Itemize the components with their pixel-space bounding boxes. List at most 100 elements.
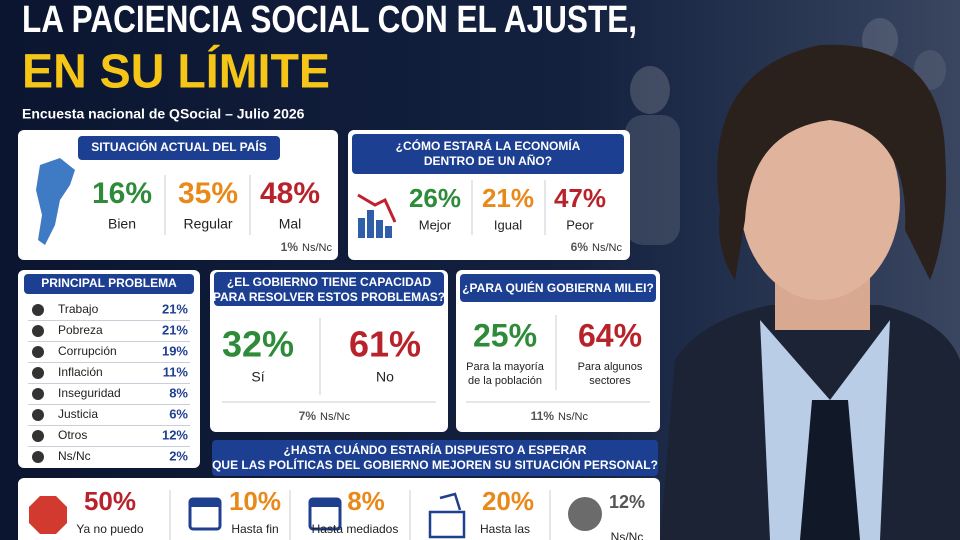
item-label: Hasta las <box>480 522 530 536</box>
row-value: 12% <box>162 427 188 442</box>
panel-title: SITUACIÓN ACTUAL DEL PAÍS <box>91 139 267 154</box>
ns-nc-value: 6% <box>571 240 589 254</box>
row-icon <box>32 451 44 463</box>
item-label: Sí <box>251 369 264 385</box>
panel-title: PRINCIPAL PROBLEMA <box>41 276 177 290</box>
row-label: Corrupción <box>58 344 117 358</box>
item-label: de la población <box>468 375 542 387</box>
panel-header <box>78 136 280 160</box>
item-label: Bien <box>108 216 136 232</box>
calendar-icon-top <box>190 499 220 507</box>
panel-header <box>24 274 194 294</box>
row-value: 21% <box>162 322 188 337</box>
subtitle: Encuesta nacional de QSocial – Julio 202… <box>22 106 305 122</box>
panel <box>210 270 448 432</box>
portrait <box>660 44 960 540</box>
ns-nc-value: 1% <box>281 240 299 254</box>
chart-icon <box>367 210 374 238</box>
row-icon <box>32 346 44 358</box>
item-label: Peor <box>566 217 594 232</box>
panel-title: ¿PARA QUIÉN GOBIERNA MILEI? <box>462 280 654 295</box>
item-label: Igual <box>494 217 522 232</box>
row-label: Justicia <box>58 407 98 421</box>
row-label: Ns/Nc <box>58 449 91 463</box>
panel-title: ¿HASTA CUÁNDO ESTARÍA DISPUESTO A ESPERA… <box>284 442 587 457</box>
item-label: Hasta fin <box>231 522 278 536</box>
percent: 50% <box>84 486 136 516</box>
ns-nc-label: Ns/Nc <box>320 411 350 423</box>
panel-header <box>460 274 656 302</box>
percent: 10% <box>229 486 281 516</box>
row-value: 6% <box>169 406 188 421</box>
row-icon <box>32 304 44 316</box>
panel <box>18 270 200 468</box>
row-icon <box>32 430 44 442</box>
percent: 26% <box>409 183 461 213</box>
item-label: No <box>376 369 394 385</box>
map-icon <box>36 158 75 245</box>
item-label: Mejor <box>419 217 452 232</box>
panel-title: QUE LAS POLÍTICAS DEL GOBIERNO MEJOREN S… <box>212 457 658 472</box>
ns-nc-value: 11% <box>531 409 555 423</box>
panel-header <box>212 440 658 476</box>
row-value: 8% <box>169 385 188 400</box>
question-icon <box>568 497 602 531</box>
panel-title: ¿EL GOBIERNO TIENE CAPACIDAD <box>227 275 432 289</box>
panel-title: ¿CÓMO ESTARÁ LA ECONOMÍA <box>396 138 581 153</box>
percent: 64% <box>578 317 642 353</box>
row-value: 11% <box>163 364 189 379</box>
panel-header <box>352 134 624 174</box>
panel <box>18 130 338 260</box>
percent: 35% <box>178 177 238 210</box>
row-label: Inflación <box>58 365 103 379</box>
percent: 16% <box>92 177 152 210</box>
ballot-icon <box>428 492 466 539</box>
ns-nc-value: 7% <box>299 409 317 423</box>
chart-icon <box>358 218 365 238</box>
percent: 8% <box>347 486 385 516</box>
ns-nc-label: Ns/Nc <box>592 242 622 254</box>
item-label: Mal <box>279 216 302 232</box>
stop-icon <box>29 496 67 534</box>
row-value: 21% <box>162 301 188 316</box>
percent: 25% <box>473 317 537 353</box>
item-label: Regular <box>183 216 232 232</box>
percent: 20% <box>482 486 534 516</box>
item-label: Ns/Nc <box>611 530 644 540</box>
row-label: Otros <box>58 428 87 442</box>
panel-header <box>214 272 444 306</box>
calendar-icon-top <box>310 499 340 507</box>
item-label: Ya no puedo <box>76 522 143 536</box>
panel-title: DENTRO DE UN AÑO? <box>424 153 552 168</box>
percent: 32% <box>222 324 294 365</box>
title-line-1: LA PACIENCIA SOCIAL CON EL AJUSTE, <box>22 0 637 41</box>
row-label: Inseguridad <box>58 386 121 400</box>
percent: 47% <box>554 183 606 213</box>
item-label: Para algunos <box>578 361 643 373</box>
item-label: sectores <box>589 375 631 387</box>
percent: 61% <box>349 324 421 365</box>
chart-icon <box>385 226 392 238</box>
row-label: Pobreza <box>58 323 103 337</box>
percent: 21% <box>482 183 534 213</box>
row-value: 19% <box>162 343 188 358</box>
ns-nc-label: Ns/Nc <box>302 242 332 254</box>
title-line-2: EN SU LÍMITE <box>22 45 330 99</box>
item-label: Para la mayoría <box>466 361 545 373</box>
row-value: 2% <box>169 448 188 463</box>
row-icon <box>32 409 44 421</box>
row-icon <box>32 325 44 337</box>
panel-title: PARA RESOLVER ESTOS PROBLEMAS? <box>213 290 445 304</box>
row-icon <box>32 367 44 379</box>
chart-icon-arrow <box>357 193 397 223</box>
crowd <box>625 18 946 245</box>
row-icon <box>32 388 44 400</box>
percent: 48% <box>260 177 320 210</box>
ns-nc-label: Ns/Nc <box>558 411 588 423</box>
percent: 12% <box>609 492 645 512</box>
row-label: Trabajo <box>58 302 99 316</box>
item-label: Hasta mediados <box>312 522 399 536</box>
panel <box>456 270 660 432</box>
